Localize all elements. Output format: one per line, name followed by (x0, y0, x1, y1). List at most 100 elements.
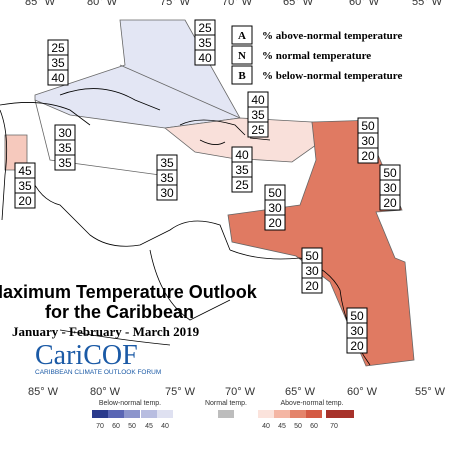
longitude-label: 80° W (87, 0, 118, 8)
period: January - February - March 2019 (12, 324, 200, 339)
coast (59, 249, 231, 346)
longitude-label: 60° W (349, 0, 380, 8)
logo: CariCOF (35, 340, 138, 371)
forecast-value: 35 (235, 163, 249, 177)
normal-swatch (218, 410, 234, 418)
forecast-value: 35 (58, 141, 72, 155)
legend-key-box (231, 25, 253, 45)
forecast-value: 30 (361, 134, 375, 148)
longitude-label: 70° W (225, 386, 256, 398)
forecast-cell (346, 337, 368, 354)
colorbar-tick: 70 (96, 423, 104, 430)
forecast-value: 35 (198, 36, 212, 50)
colorbar-tick: 50 (128, 423, 136, 430)
legend-key: B (238, 70, 246, 82)
forecast-cell (357, 147, 379, 164)
forecast-cell (247, 121, 269, 138)
forecast-cell (14, 192, 36, 209)
above-swatch (258, 410, 274, 418)
longitude-label: 85° W (28, 386, 59, 398)
below-swatch (157, 410, 173, 418)
forecast-value: 35 (58, 156, 72, 170)
longitude-bottom: 85° W 80° W 75° W 70° W 65° W 60° W 55° W (28, 386, 446, 398)
forecast-value: 40 (51, 71, 65, 85)
forecast-cell (194, 49, 216, 66)
forecast-value: 50 (383, 166, 397, 180)
forecast-value: 35 (18, 179, 32, 193)
forecast-value: 25 (235, 178, 249, 192)
legend-key-box (231, 65, 253, 85)
below-swatch (92, 410, 108, 418)
colorbar-tick: 40 (262, 423, 270, 430)
legend: A N B % above-normal temperature % norma… (231, 25, 402, 85)
colorbar-tick: 60 (112, 423, 120, 430)
regions (4, 19, 415, 367)
forecast-value: 50 (305, 249, 319, 263)
logo-subtitle: CARIBBEAN CLIMATE OUTLOOK FORUM (35, 369, 161, 376)
forecast-value: 40 (251, 93, 265, 107)
colorbar-tick: 45 (145, 423, 153, 430)
title-block: Maximum Temperature Outlook for the Cari… (0, 282, 258, 376)
boundary (34, 99, 161, 176)
below-swatch (124, 410, 140, 418)
forecast-cell (231, 176, 253, 193)
colorbar-tick: 40 (161, 423, 169, 430)
forecast-value: 35 (160, 156, 174, 170)
above-swatch (290, 410, 306, 418)
forecast-value: 30 (350, 324, 364, 338)
longitude-label: 70° W (222, 0, 253, 8)
forecast-cell (156, 184, 178, 201)
colorbar-label: Above-normal temp. (280, 400, 343, 407)
longitude-label: 85° W (25, 0, 56, 8)
below-swatch (108, 410, 124, 418)
title: Maximum Temperature Outlook (0, 282, 258, 302)
colorbar-tick: 45 (278, 423, 286, 430)
forecast-value: 35 (251, 108, 265, 122)
longitude-label: 65° W (283, 0, 314, 8)
legend-key: A (238, 30, 246, 42)
forecast-cell (264, 214, 286, 231)
legend-text: % below-normal temperature (262, 70, 402, 82)
forecast-value: 30 (268, 201, 282, 215)
forecast-value: 20 (361, 149, 375, 163)
longitude-label: 80° W (90, 386, 121, 398)
legend-text: % above-normal temperature (262, 30, 402, 42)
forecast-cell (379, 194, 401, 211)
forecast-value: 40 (235, 148, 249, 162)
colorbar-label: Below-normal temp. (99, 400, 161, 407)
forecast-value: 35 (51, 56, 65, 70)
forecast-value: 20 (383, 196, 397, 210)
legend-text: % normal temperature (262, 50, 371, 62)
forecast-value: 40 (198, 51, 212, 65)
forecast-value: 45 (18, 164, 32, 178)
colorbar-label: Normal temp. (205, 400, 247, 407)
coastlines (0, 88, 371, 366)
above-swatch (326, 410, 354, 418)
boundary (119, 64, 241, 119)
coast (59, 88, 271, 145)
forecast-value: 30 (160, 186, 174, 200)
longitude-label: 65° W (285, 386, 316, 398)
longitude-label: 55° W (412, 0, 443, 8)
forecast-value: 25 (51, 41, 65, 55)
colorbar-tick: 50 (294, 423, 302, 430)
colorbar-tick: 60 (310, 423, 318, 430)
forecast-cell (54, 154, 76, 171)
forecast-value: 50 (361, 119, 375, 133)
forecast-value: 30 (305, 264, 319, 278)
longitude-label: 55° W (415, 386, 446, 398)
forecast-value: 25 (198, 21, 212, 35)
below-swatch (141, 410, 157, 418)
